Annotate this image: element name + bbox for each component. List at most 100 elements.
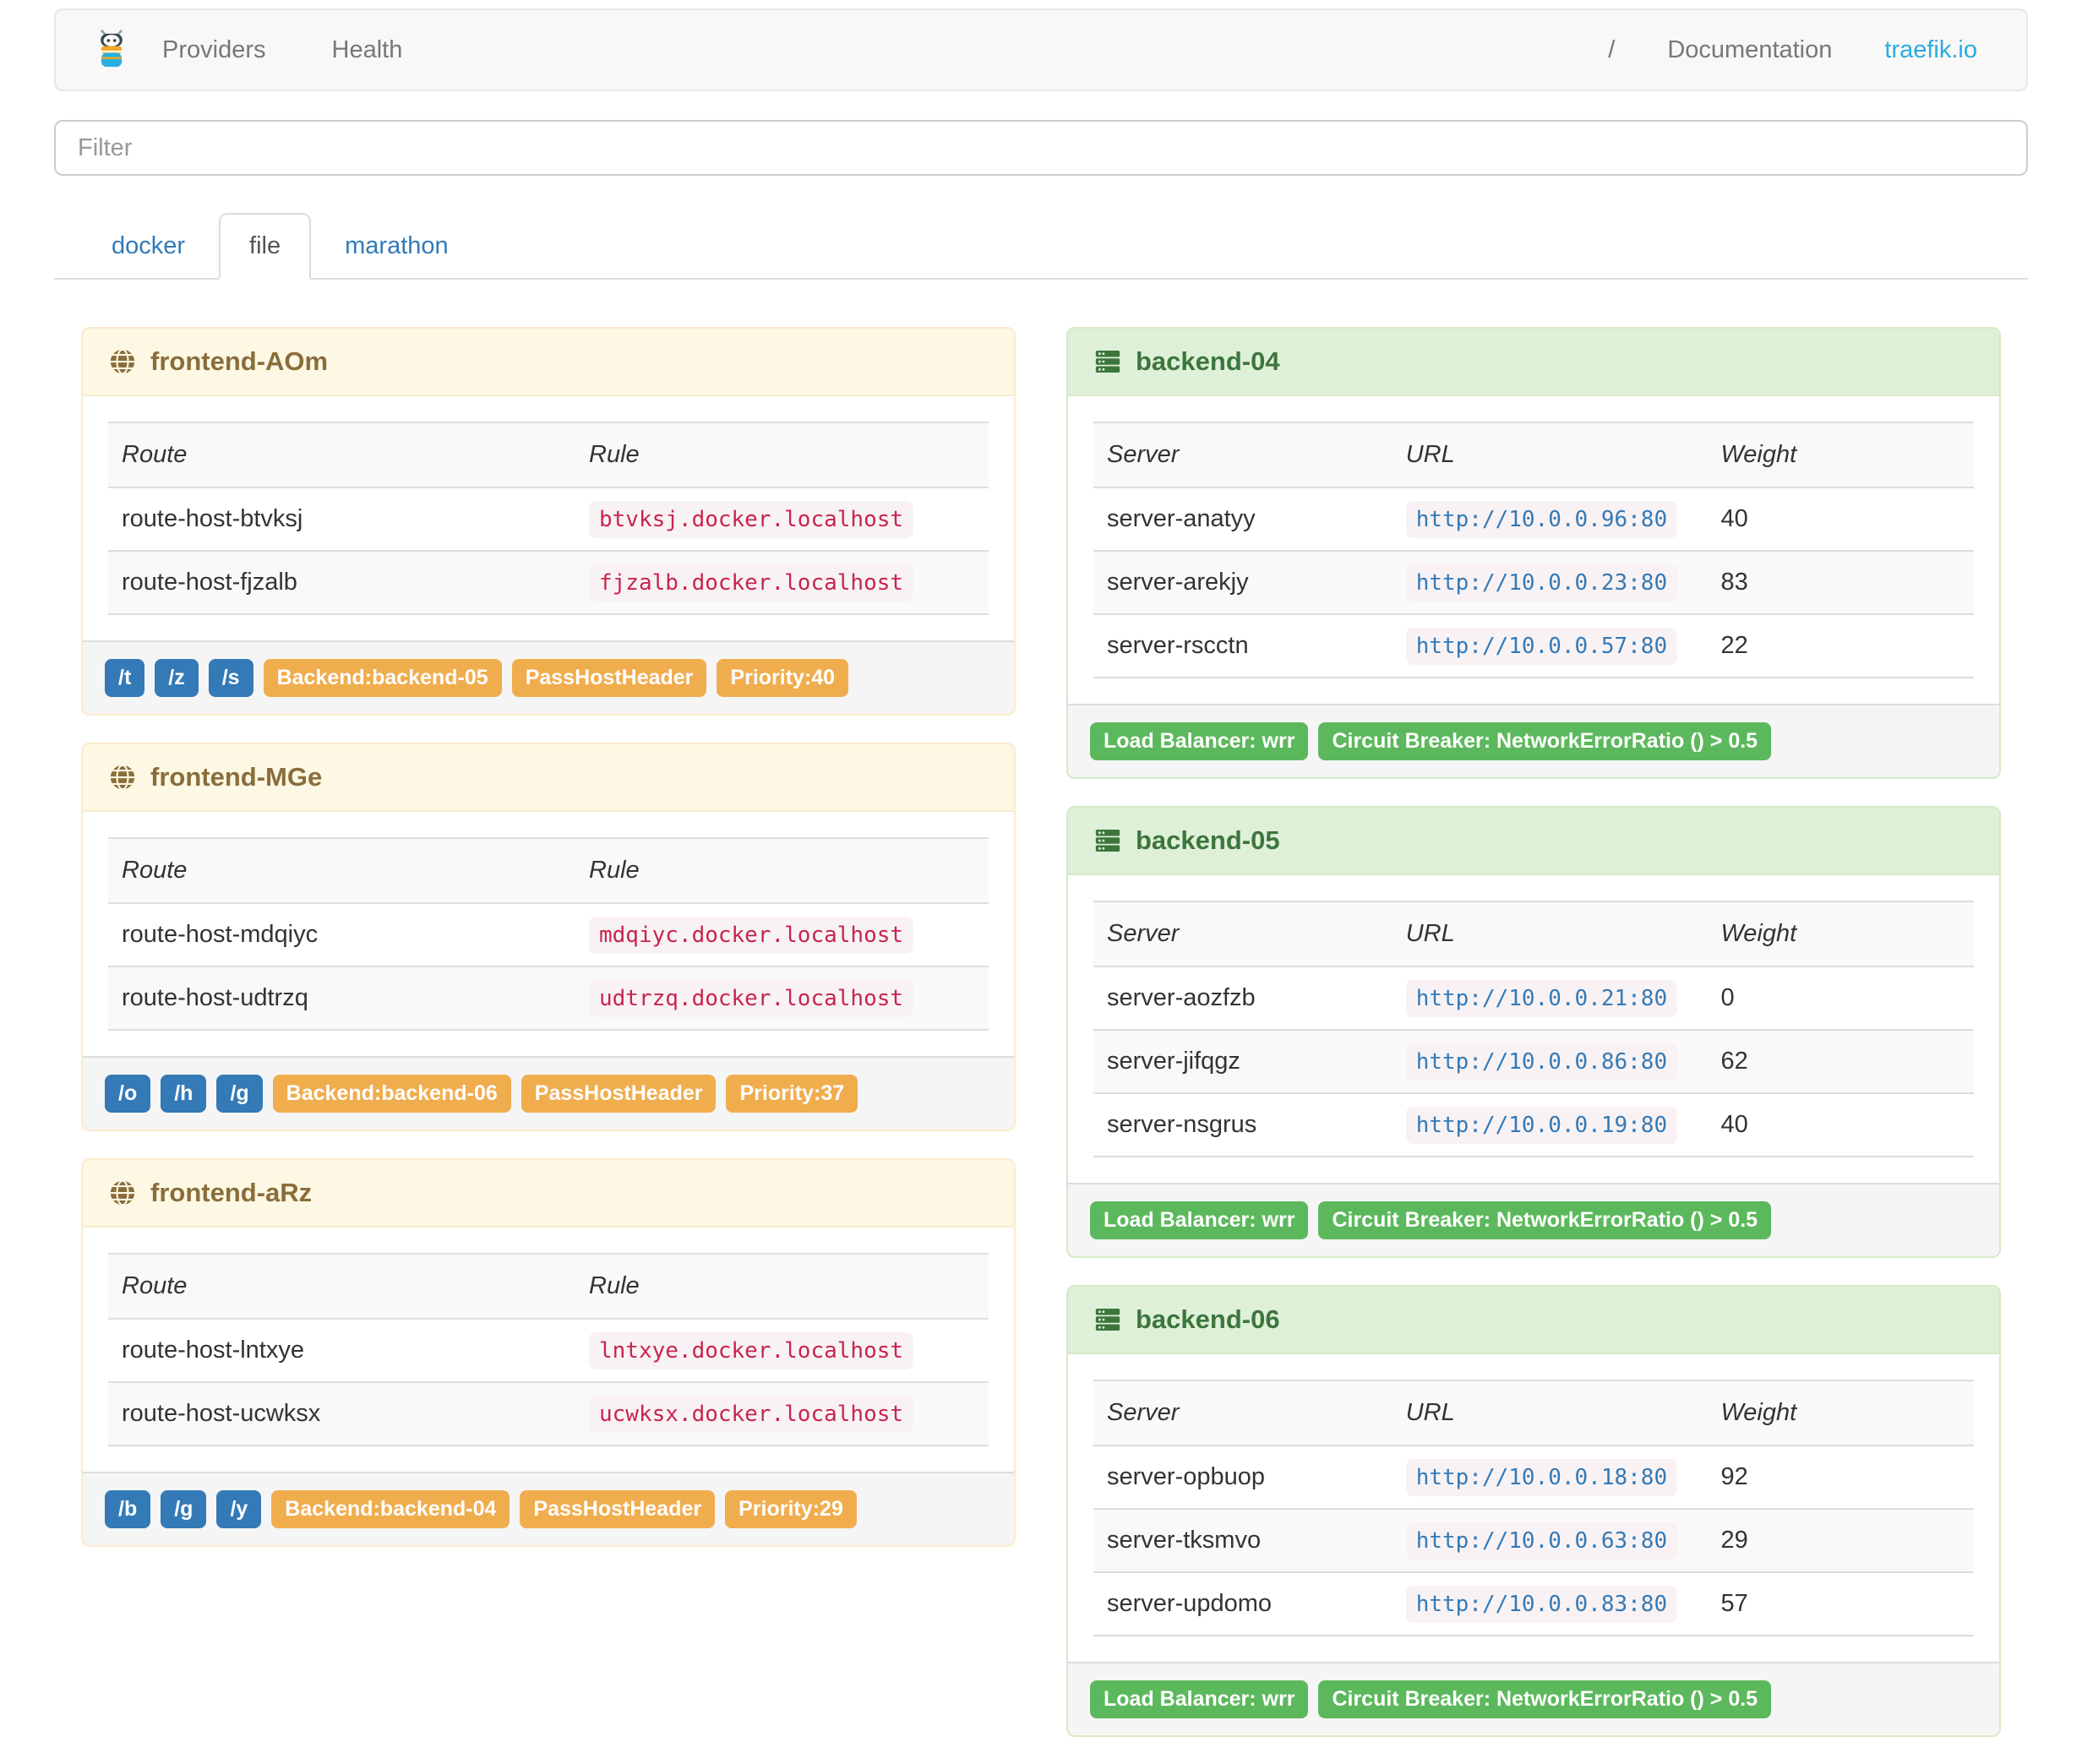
routes-header-row: Route Rule <box>108 1253 989 1320</box>
filter-input[interactable] <box>54 120 2028 176</box>
server-url-link[interactable]: http://10.0.0.57:80 <box>1405 628 1678 665</box>
servers-column-weight: Weight <box>1707 901 1974 967</box>
server-url-link[interactable]: http://10.0.0.96:80 <box>1405 501 1678 538</box>
server-url-link[interactable]: http://10.0.0.63:80 <box>1405 1522 1678 1560</box>
server-name: server-anatyy <box>1093 487 1393 552</box>
backend-panel-heading: backend-05 <box>1068 808 1999 875</box>
backend-detail-badge: Load Balancer: wrr <box>1090 1201 1309 1239</box>
routes-column-rule: Rule <box>575 422 989 488</box>
backend-detail-badge: Circuit Breaker: NetworkErrorRatio () > … <box>1318 722 1772 760</box>
frontend-detail-badge: Priority:29 <box>725 1490 857 1528</box>
globe-icon <box>108 763 137 792</box>
routes-column-rule: Rule <box>575 837 989 904</box>
server-weight: 83 <box>1707 551 1974 615</box>
server-name: server-jifqgz <box>1093 1030 1393 1094</box>
server-url-cell: http://10.0.0.21:80 <box>1392 966 1708 1031</box>
backend-detail-badge: Circuit Breaker: NetworkErrorRatio () > … <box>1318 1680 1772 1718</box>
rule-cell: lntxye.docker.localhost <box>575 1319 989 1383</box>
frontend-detail-badge: Priority:40 <box>717 659 849 697</box>
server-url-link[interactable]: http://10.0.0.21:80 <box>1405 980 1678 1017</box>
nav-link-health[interactable]: Health <box>331 35 403 63</box>
server-url-link[interactable]: http://10.0.0.23:80 <box>1405 564 1678 602</box>
backend-panel-footer: Load Balancer: wrr Circuit Breaker: Netwo… <box>1068 1183 1999 1256</box>
rule-code: ucwksx.docker.localhost <box>589 1396 914 1433</box>
route-row: route-host-udtrzq udtrzq.docker.localhos… <box>108 966 989 1031</box>
tab-docker[interactable]: docker <box>112 232 186 259</box>
frontend-detail-badge: PassHostHeader <box>520 1075 717 1113</box>
server-url-cell: http://10.0.0.18:80 <box>1392 1446 1708 1510</box>
frontend-title: frontend-AOm <box>150 346 329 376</box>
rule-code: btvksj.docker.localhost <box>589 501 914 538</box>
server-row: server-nsgrus http://10.0.0.19:80 40 <box>1093 1093 1974 1157</box>
frontend-panel-heading: frontend-aRz <box>83 1160 1014 1228</box>
route-row: route-host-mdqiyc mdqiyc.docker.localhos… <box>108 903 989 967</box>
server-url-cell: http://10.0.0.57:80 <box>1392 614 1708 678</box>
entrypoint-badge: /h <box>161 1075 207 1113</box>
routes-table: Route Rule route-host-mdqiyc mdqiyc.dock… <box>108 837 989 1031</box>
route-row: route-host-ucwksx ucwksx.docker.localhos… <box>108 1382 989 1446</box>
frontend-detail-badge: Backend:backend-04 <box>271 1490 510 1528</box>
nav-link-traefik-io[interactable]: traefik.io <box>1884 35 1977 63</box>
nav-link-providers[interactable]: Providers <box>162 35 266 63</box>
server-row: server-arekjy http://10.0.0.23:80 83 <box>1093 551 1974 615</box>
rule-cell: ucwksx.docker.localhost <box>575 1382 989 1446</box>
traefik-logo-icon[interactable] <box>93 30 130 70</box>
route-row: route-host-fjzalb fjzalb.docker.localhos… <box>108 551 989 615</box>
server-stack-icon <box>1093 1305 1122 1334</box>
rule-code: mdqiyc.docker.localhost <box>589 917 914 954</box>
server-url-cell: http://10.0.0.96:80 <box>1392 487 1708 552</box>
frontend-panel-heading: frontend-AOm <box>83 329 1014 396</box>
backend-panel-footer: Load Balancer: wrr Circuit Breaker: Netwo… <box>1068 1662 1999 1735</box>
backend-panel: backend-06 Server URL Weight server-opbu… <box>1066 1285 2001 1737</box>
routes-column-rule: Rule <box>575 1253 989 1320</box>
route-name: route-host-udtrzq <box>108 966 575 1031</box>
globe-icon <box>108 347 137 376</box>
server-name: server-aozfzb <box>1093 966 1393 1031</box>
servers-column-weight: Weight <box>1707 1380 1974 1446</box>
server-weight: 22 <box>1707 614 1974 678</box>
rule-cell: udtrzq.docker.localhost <box>575 966 989 1031</box>
frontend-title: frontend-aRz <box>150 1178 313 1207</box>
servers-header-row: Server URL Weight <box>1093 1380 1974 1446</box>
server-url-link[interactable]: http://10.0.0.18:80 <box>1405 1459 1678 1496</box>
globe-icon <box>108 1179 137 1207</box>
frontend-panel: frontend-AOm Route Rule route-host-btvks… <box>81 327 1016 716</box>
route-name: route-host-lntxye <box>108 1319 575 1383</box>
route-row: route-host-lntxye lntxye.docker.localhos… <box>108 1319 989 1383</box>
server-weight: 62 <box>1707 1030 1974 1094</box>
frontend-panel: frontend-MGe Route Rule route-host-mdqiy… <box>81 743 1016 1131</box>
rule-cell: btvksj.docker.localhost <box>575 487 989 552</box>
backend-panel: backend-04 Server URL Weight server-anat… <box>1066 327 2001 779</box>
servers-column-url: URL <box>1392 1380 1708 1446</box>
route-row: route-host-btvksj btvksj.docker.localhos… <box>108 487 989 552</box>
frontend-panel-body: Route Rule route-host-btvksj btvksj.dock… <box>83 396 1014 640</box>
server-name: server-tksmvo <box>1093 1509 1393 1573</box>
server-url-link[interactable]: http://10.0.0.19:80 <box>1405 1107 1678 1144</box>
routes-table: Route Rule route-host-btvksj btvksj.dock… <box>108 422 989 615</box>
server-row: server-anatyy http://10.0.0.96:80 40 <box>1093 487 1974 552</box>
page-container: Providers Health / Documentation traefik… <box>0 8 2082 1764</box>
servers-column-url: URL <box>1392 422 1708 488</box>
servers-table: Server URL Weight server-aozfzb http://1… <box>1093 901 1974 1157</box>
routes-table: Route Rule route-host-lntxye lntxye.dock… <box>108 1253 989 1446</box>
servers-column-url: URL <box>1392 901 1708 967</box>
entrypoint-badge: /s <box>208 659 253 697</box>
rule-code: fjzalb.docker.localhost <box>589 564 914 602</box>
server-name: server-opbuop <box>1093 1446 1393 1510</box>
routes-column-route: Route <box>108 422 575 488</box>
rule-cell: fjzalb.docker.localhost <box>575 551 989 615</box>
server-url-link[interactable]: http://10.0.0.83:80 <box>1405 1586 1678 1623</box>
backend-detail-badge: Circuit Breaker: NetworkErrorRatio () > … <box>1318 1201 1772 1239</box>
server-name: server-updomo <box>1093 1572 1393 1636</box>
server-row: server-aozfzb http://10.0.0.21:80 0 <box>1093 966 1974 1031</box>
server-row: server-rscctn http://10.0.0.57:80 22 <box>1093 614 1974 678</box>
tab-file[interactable]: file <box>219 213 312 280</box>
nav-separator: / <box>1608 35 1616 63</box>
tab-marathon[interactable]: marathon <box>345 232 449 259</box>
frontend-title: frontend-MGe <box>150 762 323 792</box>
entrypoint-badge: /g <box>216 1075 263 1113</box>
server-url-link[interactable]: http://10.0.0.86:80 <box>1405 1043 1678 1081</box>
backend-title: backend-06 <box>1136 1304 1280 1334</box>
frontend-panel: frontend-aRz Route Rule route-host-lntxy… <box>81 1158 1016 1547</box>
nav-link-documentation[interactable]: Documentation <box>1667 35 1833 63</box>
